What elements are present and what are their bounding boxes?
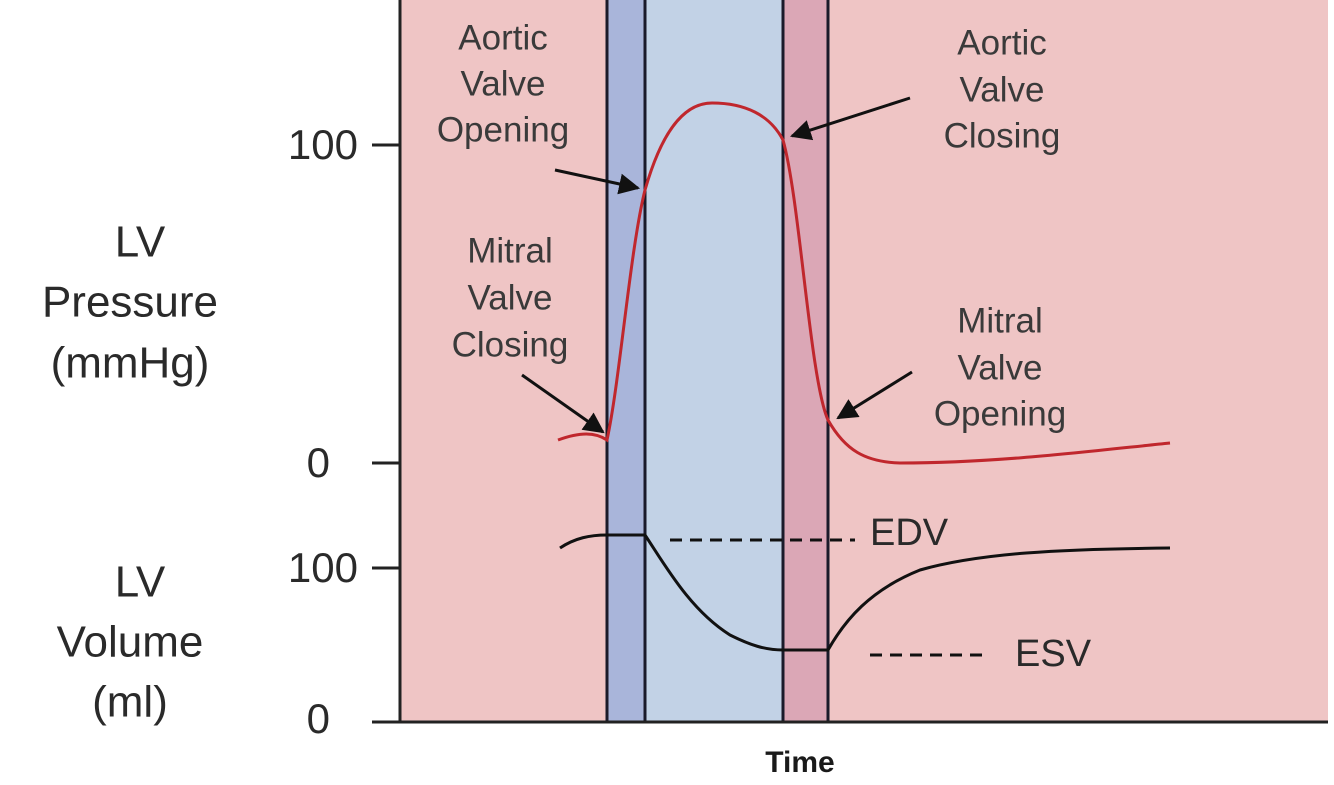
axes — [372, 0, 1328, 724]
axis-title: (ml) — [92, 678, 168, 727]
tick-label: 100 — [288, 544, 358, 591]
annotation: Mitral — [467, 231, 553, 270]
pressure-curve — [557, 101, 1171, 465]
annotation: Opening — [437, 110, 569, 149]
esv-label: ESV — [1015, 633, 1092, 675]
annotation: Aortic — [957, 23, 1046, 62]
plot-area — [400, 0, 1328, 722]
volume-curve — [559, 533, 1171, 652]
axis-title: Volume — [57, 618, 204, 667]
edv-label: EDV — [870, 512, 949, 554]
isovolumic-relaxation-band — [783, 0, 828, 722]
annotation: Mitral — [957, 301, 1043, 340]
tick-label: 100 — [288, 121, 358, 168]
annotation: Valve — [468, 278, 553, 317]
axis-title: (mmHg) — [51, 339, 210, 388]
x-axis-label: Time — [765, 746, 834, 779]
axis-title: Pressure — [42, 278, 218, 327]
annotation: Valve — [461, 64, 546, 103]
isovolumic-contraction-band — [607, 0, 645, 722]
axis-title: LV — [115, 558, 166, 607]
annotation: Closing — [452, 325, 569, 364]
axis-title: LV — [115, 218, 166, 267]
annotation: Aortic — [458, 18, 547, 57]
arrows — [521, 96, 913, 434]
band-borders — [605, 0, 830, 722]
ejection-band — [645, 0, 783, 722]
tick-label: 0 — [307, 695, 330, 742]
annotation: Valve — [960, 70, 1045, 109]
tick-label: 0 — [307, 439, 330, 486]
annotation: Opening — [934, 394, 1066, 433]
annotation: Valve — [958, 348, 1043, 387]
annotation: Closing — [944, 116, 1061, 155]
